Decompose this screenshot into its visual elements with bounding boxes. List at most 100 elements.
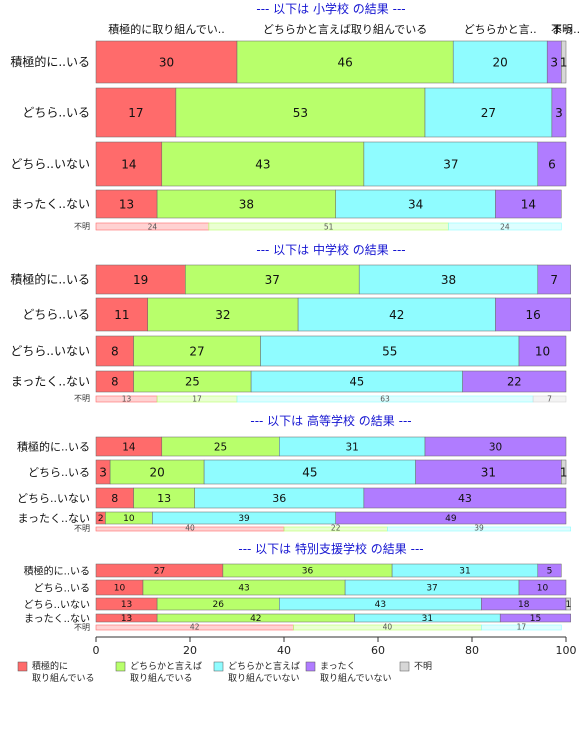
row-label: どちら..いる (22, 308, 90, 322)
data-label: 10 (114, 584, 126, 594)
data-label: 16 (525, 308, 540, 322)
unknown-row-label: 不明 (74, 524, 90, 533)
bar-segment (109, 459, 205, 485)
bar-segment (358, 264, 539, 295)
data-label: 25 (185, 375, 200, 389)
data-label: 15 (530, 614, 541, 624)
row-label: どちら..いる (22, 106, 90, 120)
data-label: 38 (441, 273, 456, 287)
bar-segment (236, 40, 454, 84)
unknown-data-label: 42 (190, 623, 200, 632)
top-category-label: 不明 (551, 23, 573, 36)
data-label: 14 (122, 441, 136, 453)
unknown-data-label: 17 (192, 395, 202, 404)
legend-label: 取り組んでいない (320, 672, 392, 684)
data-label: 17 (128, 106, 143, 120)
legend-label: 取り組んでいる (130, 672, 193, 684)
row-label: 積極的に..いる (10, 272, 90, 287)
unknown-data-label: 13 (122, 395, 132, 404)
unknown-data-label: 63 (380, 395, 390, 404)
legend-swatch (305, 661, 316, 672)
bar-segment (537, 264, 571, 295)
panel-title: --- 以下は 小学校 の結果 --- (256, 1, 405, 16)
bar-segment (175, 87, 426, 138)
data-label: 53 (293, 106, 308, 120)
bar-segment (95, 297, 148, 332)
bar-segment (561, 459, 567, 485)
data-label: 27 (481, 106, 496, 120)
bar-segment (424, 87, 553, 138)
unknown-segment (448, 222, 562, 231)
legend-swatch (115, 661, 126, 672)
data-label: 14 (121, 157, 136, 171)
row-label: 積極的に..いる (24, 565, 90, 578)
row-label: どちら..いない (24, 599, 90, 611)
legend-label: どちらかと言えば (228, 660, 300, 672)
data-label: 43 (238, 584, 249, 594)
data-label: 49 (445, 514, 457, 524)
data-label: 42 (389, 308, 404, 322)
data-label: 38 (239, 197, 254, 211)
bar-segment (147, 297, 299, 332)
bar-segment (537, 563, 562, 578)
top-category-label: どちらかと言.. (464, 23, 537, 36)
data-label: 39 (238, 514, 250, 524)
row-label: 積極的に..いる (10, 54, 90, 69)
data-label: 8 (111, 344, 119, 358)
data-label: 36 (272, 492, 286, 505)
bar-segment (518, 579, 567, 596)
data-label: 8 (111, 375, 118, 389)
data-label: 31 (346, 441, 359, 453)
data-label: 31 (422, 614, 433, 624)
bar-segment (363, 487, 567, 509)
data-label: 10 (123, 514, 135, 524)
data-label: 37 (426, 584, 437, 594)
data-label: 36 (302, 567, 314, 577)
data-label: 31 (459, 567, 470, 577)
data-label: 31 (481, 465, 496, 479)
unknown-row-label: 不明 (74, 394, 90, 403)
data-label: 37 (443, 157, 458, 171)
legend-label: まったく (320, 661, 356, 672)
top-category-label: まっ.. (552, 23, 580, 36)
panel-title: --- 以下は 中学校 の結果 --- (256, 242, 405, 257)
data-label: 11 (114, 308, 129, 322)
row-label: どちら..いない (17, 492, 90, 505)
bar-segment (95, 264, 186, 295)
data-label: 13 (121, 614, 132, 624)
data-label: 25 (214, 441, 227, 453)
bar-segment (156, 189, 336, 219)
data-label: 14 (521, 197, 536, 211)
row-label: まったく..ない (11, 197, 90, 211)
data-label: 3 (550, 55, 558, 69)
data-label: 8 (111, 492, 118, 505)
legend-swatch (399, 661, 410, 672)
panel-title: --- 以下は 特別支援学校 の結果 --- (238, 541, 423, 556)
data-label: 45 (349, 375, 364, 389)
panel-title: --- 以下は 高等学校 の結果 --- (250, 413, 411, 428)
data-label: 3 (99, 465, 107, 479)
data-label: 42 (250, 614, 261, 624)
x-tick-label: 100 (556, 644, 577, 657)
bar-segment (335, 189, 496, 219)
bar-segment (260, 335, 520, 367)
data-label: 7 (550, 273, 558, 287)
data-label: 1 (560, 55, 568, 69)
data-label: 10 (537, 584, 549, 594)
x-tick-label: 20 (183, 644, 197, 657)
data-label: 19 (133, 273, 148, 287)
bar-segment (133, 335, 261, 367)
data-label: 27 (154, 567, 165, 577)
bar-segment (462, 370, 567, 393)
unknown-data-label: 22 (331, 524, 341, 533)
unknown-data-label: 40 (185, 524, 195, 533)
bar-segment (95, 335, 134, 367)
unknown-data-label: 39 (474, 524, 484, 533)
bar-segment (495, 189, 562, 219)
data-label: 34 (408, 197, 423, 211)
bar-segment (518, 335, 567, 367)
legend-label: 不明 (414, 661, 432, 672)
data-label: 6 (548, 157, 556, 171)
bar-segment (335, 511, 567, 525)
